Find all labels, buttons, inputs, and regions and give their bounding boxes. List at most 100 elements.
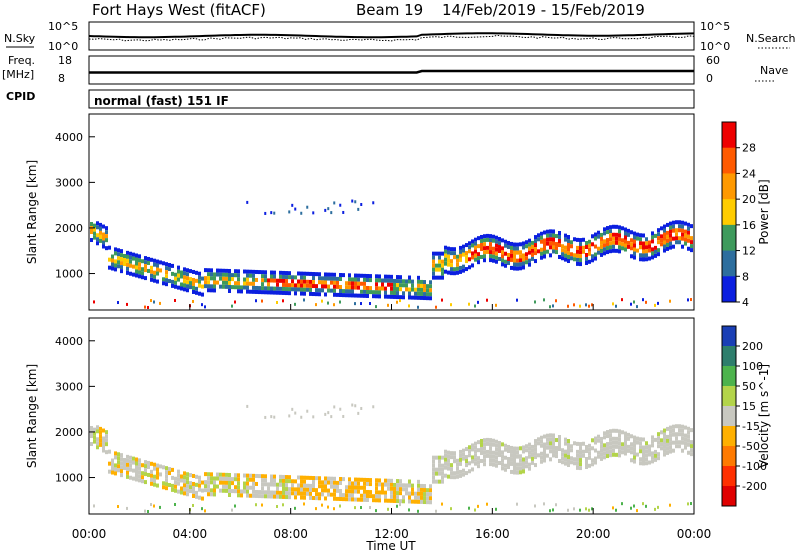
power-cell xyxy=(396,291,399,296)
power-cell xyxy=(519,250,522,255)
velocity-cell xyxy=(270,482,273,487)
power-cell xyxy=(333,272,336,277)
velocity-cell xyxy=(453,475,456,480)
power-cell xyxy=(321,280,324,285)
power-cell xyxy=(564,253,567,258)
power-cell xyxy=(192,289,195,294)
power-cell xyxy=(591,234,594,239)
power-cell xyxy=(612,302,614,306)
velocity-cell xyxy=(588,443,591,448)
velocity-cell xyxy=(399,487,402,492)
power-cell xyxy=(186,272,189,277)
power-cell xyxy=(486,249,489,254)
colorbar-tick-label: 24 xyxy=(742,167,756,180)
velocity-cell xyxy=(444,449,447,454)
power-cell xyxy=(498,244,501,249)
velocity-cell xyxy=(507,460,510,465)
power-cell xyxy=(429,280,432,285)
power-cell xyxy=(468,241,471,246)
power-cell xyxy=(540,231,543,236)
velocity-cell xyxy=(681,448,684,453)
velocity-cell xyxy=(474,445,477,450)
velocity-cell xyxy=(453,451,456,456)
power-cell xyxy=(606,242,609,247)
velocity-cell xyxy=(177,489,180,494)
velocity-cell xyxy=(630,446,633,451)
velocity-cell xyxy=(600,444,603,449)
power-cell xyxy=(402,295,405,300)
velocity-cell xyxy=(228,480,231,485)
velocity-cell xyxy=(234,504,236,508)
power-cell xyxy=(174,272,177,277)
cpid-label: CPID xyxy=(6,90,35,103)
velocity-cell xyxy=(417,495,420,500)
velocity-cell xyxy=(240,489,243,494)
power-cell xyxy=(333,284,336,289)
power-cell xyxy=(252,273,255,278)
velocity-cell xyxy=(483,462,486,467)
power-cell xyxy=(645,249,648,254)
power-cell xyxy=(567,251,570,256)
velocity-cell xyxy=(327,411,330,415)
power-cell xyxy=(306,271,309,276)
power-cell xyxy=(690,236,693,241)
power-cell xyxy=(507,240,510,245)
velocity-cell xyxy=(333,488,336,493)
power-cell xyxy=(285,271,288,276)
power-cell xyxy=(630,302,632,306)
power-cell xyxy=(570,240,573,245)
velocity-cell xyxy=(369,506,371,510)
velocity-cell xyxy=(447,454,450,459)
velocity-cell xyxy=(261,490,264,495)
velocity-cell xyxy=(654,507,656,511)
velocity-cell xyxy=(507,448,510,453)
velocity-cell xyxy=(516,454,519,459)
velocity-cell xyxy=(594,456,597,461)
power-cell xyxy=(249,269,252,274)
power-cell xyxy=(666,246,669,251)
velocity-cell xyxy=(234,489,237,494)
velocity-cell xyxy=(204,509,206,513)
power-cell xyxy=(279,278,282,283)
velocity-cell xyxy=(165,482,168,487)
power-cell xyxy=(198,275,201,280)
velocity-cell xyxy=(258,494,261,499)
power-cell xyxy=(261,290,264,295)
velocity-cell xyxy=(360,406,363,410)
velocity-cell xyxy=(156,463,159,468)
velocity-cell xyxy=(360,497,363,502)
power-cell xyxy=(633,239,636,244)
power-cell xyxy=(288,283,291,288)
velocity-cell xyxy=(252,473,255,478)
velocity-cell xyxy=(615,440,618,445)
power-cell xyxy=(177,273,180,278)
power-cell xyxy=(126,266,129,271)
velocity-cell xyxy=(615,508,617,512)
power-cell xyxy=(327,276,330,281)
power-cell xyxy=(630,246,633,251)
velocity-cell xyxy=(342,497,345,502)
power-cell xyxy=(441,267,444,272)
velocity-cell xyxy=(99,426,102,431)
power-cell xyxy=(153,274,156,279)
power-cell xyxy=(462,252,465,257)
velocity-cell xyxy=(435,479,438,484)
velocity-cell xyxy=(684,445,687,450)
velocity-cell xyxy=(573,461,576,466)
velocity-cell xyxy=(144,468,147,473)
velocity-cell xyxy=(192,503,194,507)
velocity-cell xyxy=(429,500,432,505)
velocity-cell xyxy=(186,476,189,481)
velocity-cell xyxy=(384,490,387,495)
power-cell xyxy=(333,276,336,281)
power-cell xyxy=(645,257,648,262)
power-cell xyxy=(309,287,312,292)
velocity-cell xyxy=(633,455,636,460)
velocity-cell xyxy=(132,468,135,473)
power-cell xyxy=(543,250,546,255)
power-cell xyxy=(348,281,351,286)
power-cell xyxy=(360,202,363,206)
velocity-cell xyxy=(213,492,216,497)
velocity-cell xyxy=(279,482,282,487)
power-cell xyxy=(384,290,387,295)
